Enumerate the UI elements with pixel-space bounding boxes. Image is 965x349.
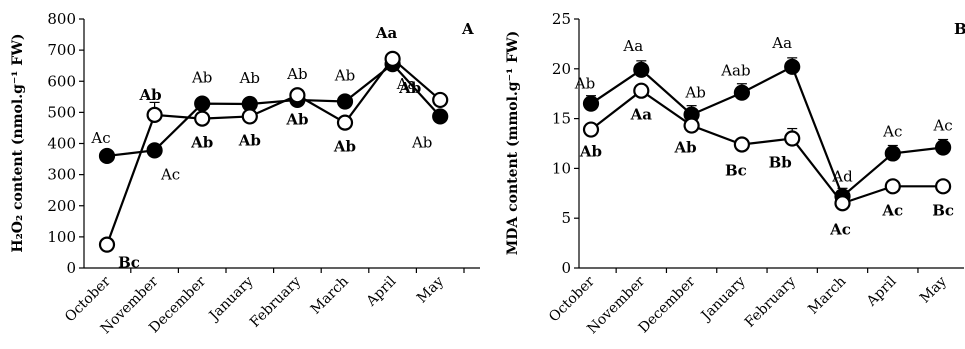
chart-panel-a: A 0100200300400500600700800OctoberNovemb… <box>10 10 480 337</box>
data-point-open <box>289 87 306 104</box>
y-tick-label: 700 <box>47 41 76 59</box>
significance-letter: Ab <box>239 69 260 87</box>
data-point-open <box>834 195 851 212</box>
data-point-filled <box>194 95 211 112</box>
significance-letter: Aa <box>375 24 398 42</box>
significance-letter: Ab <box>333 138 356 156</box>
data-point-filled <box>146 142 163 159</box>
data-point-filled <box>733 84 751 101</box>
panel-letter-b: B <box>954 20 965 38</box>
significance-letter: Aa <box>630 106 653 124</box>
x-tick-label: October <box>546 273 598 325</box>
data-point-filled <box>98 147 116 165</box>
data-point-open <box>784 130 801 147</box>
significance-letter: Ac <box>881 201 903 219</box>
data-point-open <box>432 91 449 109</box>
significance-letter: Ab <box>139 86 162 104</box>
data-point-open <box>633 82 650 99</box>
x-tick-label: March <box>308 274 352 318</box>
y-tick-label: 200 <box>47 197 76 215</box>
significance-letter: Ad <box>831 167 853 185</box>
significance-letter: Ab <box>191 69 212 87</box>
data-point-open <box>336 114 354 131</box>
significance-letter: Bc <box>118 254 140 272</box>
y-tick-label: 25 <box>552 10 571 28</box>
series-line-open <box>590 89 944 205</box>
significance-letter: Ab <box>286 65 307 83</box>
data-point-filled <box>633 61 650 78</box>
data-point-open <box>146 106 163 123</box>
significance-letter: Ab <box>411 133 432 151</box>
data-point-filled <box>336 93 354 110</box>
y-axis-label: MDA content (mmol.g⁻¹ FW) <box>505 31 521 256</box>
data-point-open <box>194 110 211 127</box>
data-point-filled <box>582 95 600 112</box>
y-tick-label: 0 <box>66 259 76 277</box>
data-point-filled <box>784 58 801 75</box>
data-point-filled <box>884 145 901 162</box>
data-point-open <box>98 236 116 253</box>
x-tick-label: May <box>414 273 447 306</box>
data-point-open <box>683 117 700 134</box>
significance-letter: Ab <box>190 134 213 152</box>
panel-letter-a: A <box>461 20 474 38</box>
significance-letter: Ac <box>90 129 110 147</box>
significance-letter: Aa <box>771 34 792 52</box>
x-tick-label: February <box>742 273 799 330</box>
data-point-open <box>884 178 901 195</box>
data-point-open <box>582 121 600 138</box>
x-tick-label: April <box>863 273 900 310</box>
x-tick-label: February <box>247 273 304 330</box>
data-point-filled <box>934 139 952 156</box>
significance-letter: Aa <box>396 75 417 93</box>
y-tick-label: 5 <box>561 209 571 227</box>
x-tick-label: January <box>697 273 749 325</box>
y-tick-label: 100 <box>47 228 76 246</box>
series-line-filled <box>590 65 944 199</box>
significance-letter: Ab <box>398 79 421 97</box>
significance-letter: Ab <box>684 84 705 102</box>
significance-letter: Bb <box>769 154 792 172</box>
data-point-open <box>733 136 751 153</box>
significance-letter: Ac <box>882 122 902 140</box>
significance-letter: Ab <box>579 143 602 161</box>
x-tick-label: March <box>805 274 849 318</box>
y-tick-label: 400 <box>47 135 76 153</box>
significance-letter: Aab <box>720 62 750 80</box>
significance-letter: Ab <box>574 75 595 93</box>
x-tick-label: May <box>917 273 950 306</box>
significance-letter: Ab <box>238 131 261 149</box>
significance-letter: Bc <box>932 201 954 219</box>
y-tick-label: 800 <box>47 10 76 28</box>
y-tick-label: 10 <box>552 159 571 177</box>
y-tick-label: 600 <box>47 72 76 90</box>
x-tick-label: April <box>363 273 400 310</box>
significance-letter: Ac <box>829 220 851 238</box>
y-tick-label: 15 <box>552 110 571 128</box>
significance-letter: Aa <box>622 37 643 55</box>
y-axis-label: H₂O₂ content (nmol.g⁻¹ FW) <box>10 33 26 252</box>
significance-letter: Ab <box>285 110 308 128</box>
significance-letter: Ab <box>334 66 355 84</box>
significance-letter: Bc <box>725 161 747 179</box>
significance-letter: Ab <box>674 139 697 157</box>
y-tick-label: 500 <box>47 103 76 121</box>
data-point-open <box>934 178 952 195</box>
data-point-open <box>241 108 258 125</box>
significance-letter: Ac <box>932 116 952 134</box>
significance-letter: Ac <box>160 165 180 183</box>
y-tick-label: 300 <box>47 166 76 184</box>
data-point-filled <box>432 108 449 125</box>
data-point-open <box>384 50 401 67</box>
y-tick-label: 20 <box>552 60 571 78</box>
y-tick-label: 0 <box>561 259 571 277</box>
